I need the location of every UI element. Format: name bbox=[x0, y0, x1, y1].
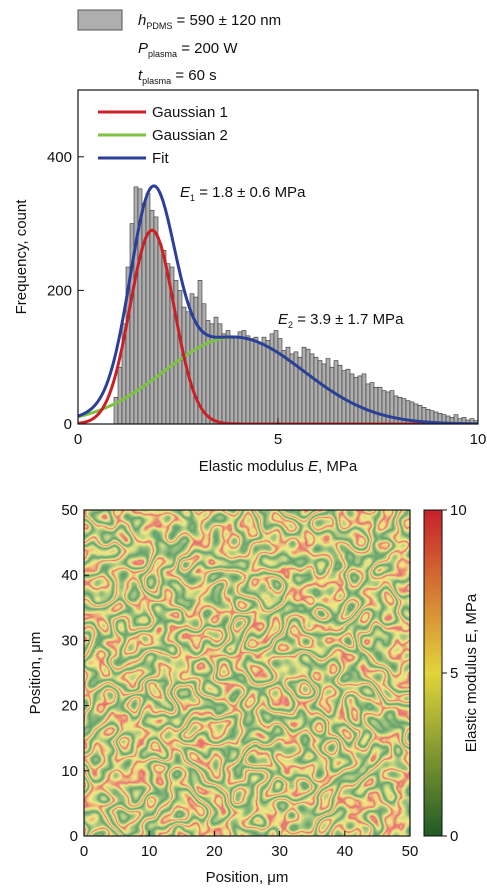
histogram-ticks: 0 5 10 0 200 400 bbox=[47, 149, 486, 448]
histogram-bar bbox=[313, 356, 319, 424]
histogram-bar bbox=[321, 363, 327, 424]
histogram-bar bbox=[153, 216, 159, 424]
legend-label-gaussian-1: Gaussian 1 bbox=[152, 104, 228, 121]
histogram-bar bbox=[357, 375, 363, 424]
bar-swatch bbox=[77, 9, 123, 31]
map-y-tick-label: 40 bbox=[61, 567, 78, 584]
histogram-bar bbox=[209, 323, 215, 424]
header-p-line: Pplasma = 200 W bbox=[138, 40, 238, 59]
histogram-bars bbox=[113, 186, 478, 424]
map-x-tick-label: 30 bbox=[271, 843, 288, 860]
map-x-tick-label: 20 bbox=[206, 843, 223, 860]
histogram-bar bbox=[265, 340, 271, 424]
map-x-tick-label: 40 bbox=[336, 843, 353, 860]
map-x-tick-label: 10 bbox=[141, 843, 158, 860]
header-t-line: tplasma = 60 s bbox=[138, 67, 217, 86]
annotation-e2: E2 = 3.9 ± 1.7 MPa bbox=[278, 311, 404, 330]
map-y-tick-label: 0 bbox=[70, 828, 78, 845]
map-y-tick-label: 50 bbox=[61, 502, 78, 519]
header-h-line: hPDMS = 590 ± 120 nm bbox=[138, 12, 281, 31]
colorbar-ticks: 0 5 10 bbox=[442, 502, 467, 845]
map-x-tick-label: 50 bbox=[402, 843, 419, 860]
gaussian-1-curve bbox=[78, 228, 478, 424]
histogram-bar bbox=[225, 330, 231, 424]
histogram-x-tick-label: 0 bbox=[74, 431, 82, 448]
map-x-axis-label: Position, μm bbox=[206, 869, 289, 886]
map-y-tick-label: 20 bbox=[61, 698, 78, 715]
histogram-bar bbox=[161, 250, 167, 424]
histogram-bar bbox=[305, 348, 311, 424]
histogram-bar bbox=[229, 338, 235, 424]
colorbar-tick-label: 0 bbox=[450, 828, 458, 845]
histogram-y-tick-label: 400 bbox=[47, 149, 72, 166]
histogram-bar bbox=[249, 338, 255, 424]
histogram-bar bbox=[281, 350, 287, 424]
histogram-bar bbox=[237, 331, 243, 424]
histogram-bar bbox=[273, 330, 279, 424]
histogram-bar bbox=[381, 390, 387, 424]
histogram-x-axis-label: Elastic modulus E, MPa bbox=[199, 458, 358, 475]
histogram-y-tick-label: 200 bbox=[47, 282, 72, 299]
modulus-map-ticks: 0 10 20 30 40 50 0 10 20 30 40 50 bbox=[61, 502, 418, 860]
histogram-bar bbox=[133, 186, 139, 424]
fit-curve bbox=[78, 184, 478, 424]
histogram-bar bbox=[221, 333, 227, 424]
histogram-bar bbox=[201, 303, 207, 424]
histogram-bar bbox=[361, 373, 367, 424]
legend: Gaussian 1 Gaussian 2 Fit bbox=[98, 104, 228, 167]
histogram-bar bbox=[317, 360, 323, 424]
histogram-bar bbox=[157, 243, 163, 424]
histogram-bar bbox=[385, 391, 391, 424]
legend-label-gaussian-2: Gaussian 2 bbox=[152, 127, 228, 144]
colorbar bbox=[423, 509, 443, 837]
colorbar-tick-label: 5 bbox=[450, 665, 458, 682]
histogram-bar bbox=[213, 316, 219, 424]
histogram-chart: 0 5 10 0 200 400 Gaussian 1 Gaussian 2 Fit E1… bbox=[13, 89, 486, 475]
histogram-bar bbox=[345, 368, 351, 424]
histogram-x-tick-label: 5 bbox=[274, 431, 282, 448]
histogram-bar bbox=[193, 296, 199, 424]
map-x-tick-label: 0 bbox=[80, 843, 88, 860]
map-y-axis-label: Position, μm bbox=[27, 632, 44, 715]
map-y-tick-label: 10 bbox=[61, 763, 78, 780]
legend-label-fit: Fit bbox=[152, 150, 169, 167]
histogram-bar bbox=[257, 343, 263, 424]
histogram-bar bbox=[117, 366, 123, 424]
colorbar-tick-label: 10 bbox=[450, 502, 467, 519]
histogram-bar bbox=[377, 386, 383, 424]
modulus-map-image bbox=[84, 510, 410, 836]
histogram-bar bbox=[349, 373, 355, 424]
histogram-y-axis-label: Frequency, count bbox=[13, 199, 30, 315]
modulus-map-frame bbox=[83, 509, 411, 837]
histogram-bar bbox=[309, 353, 315, 424]
histogram-bar bbox=[329, 366, 335, 424]
histogram-bar bbox=[261, 336, 267, 424]
histogram-bar bbox=[145, 193, 151, 424]
header-annotation: hPDMS = 590 ± 120 nm Pplasma = 200 W tpl… bbox=[77, 9, 281, 86]
histogram-bar bbox=[277, 338, 283, 424]
histogram-bar bbox=[353, 376, 359, 424]
histogram-bar bbox=[241, 330, 247, 424]
histogram-bar bbox=[373, 386, 379, 424]
histogram-x-tick-label: 10 bbox=[470, 431, 487, 448]
colorbar-label: Elastic modulus E, MPa bbox=[463, 593, 480, 752]
histogram-bar bbox=[301, 346, 307, 424]
histogram-bar bbox=[245, 335, 251, 424]
histogram-bar bbox=[233, 336, 239, 424]
histogram-bar bbox=[149, 209, 155, 424]
map-y-tick-label: 30 bbox=[61, 632, 78, 649]
histogram-bar bbox=[369, 382, 375, 424]
histogram-y-tick-label: 0 bbox=[64, 416, 72, 433]
histogram-bar bbox=[365, 383, 371, 424]
histogram-bar bbox=[253, 336, 259, 424]
annotation-e1: E1 = 1.8 ± 0.6 MPa bbox=[180, 184, 306, 203]
